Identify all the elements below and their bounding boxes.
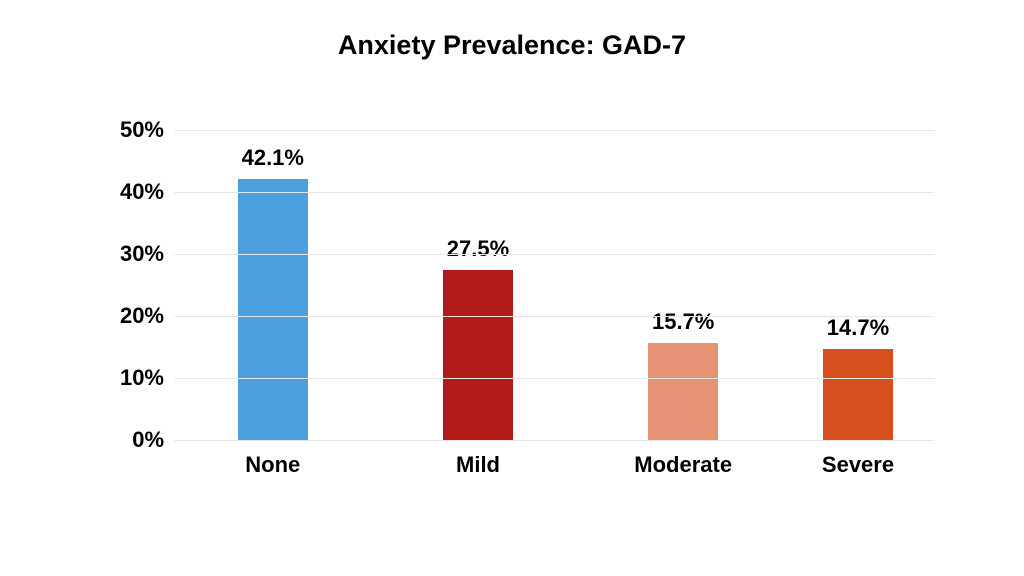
bar: [648, 343, 718, 440]
bar-slot: 27.5%Mild: [383, 130, 573, 440]
chart-container: Anxiety Prevalence: GAD-7 42.1%None27.5%…: [0, 0, 1024, 576]
value-label: 42.1%: [178, 145, 368, 171]
x-category-label: None: [178, 440, 368, 478]
gridline: [174, 440, 934, 441]
y-tick-label: 10%: [120, 365, 174, 391]
y-tick-label: 40%: [120, 179, 174, 205]
plot-area: 42.1%None27.5%Mild15.7%Moderate14.7%Seve…: [174, 130, 934, 440]
bars-layer: 42.1%None27.5%Mild15.7%Moderate14.7%Seve…: [174, 130, 934, 440]
y-tick-label: 30%: [120, 241, 174, 267]
gridline: [174, 192, 934, 193]
bar: [238, 179, 308, 440]
bar: [443, 270, 513, 441]
gridline: [174, 254, 934, 255]
value-label: 15.7%: [588, 309, 778, 335]
y-tick-label: 20%: [120, 303, 174, 329]
bar-slot: 42.1%None: [178, 130, 368, 440]
bar-slot: 15.7%Moderate: [588, 130, 778, 440]
chart-title: Anxiety Prevalence: GAD-7: [0, 30, 1024, 61]
bar-slot: 14.7%Severe: [763, 130, 953, 440]
gridline: [174, 316, 934, 317]
value-label: 27.5%: [383, 236, 573, 262]
gridline: [174, 130, 934, 131]
value-label: 14.7%: [763, 315, 953, 341]
y-tick-label: 0%: [132, 427, 174, 453]
x-category-label: Moderate: [588, 440, 778, 478]
x-category-label: Mild: [383, 440, 573, 478]
y-tick-label: 50%: [120, 117, 174, 143]
gridline: [174, 378, 934, 379]
bar: [823, 349, 893, 440]
x-category-label: Severe: [763, 440, 953, 478]
